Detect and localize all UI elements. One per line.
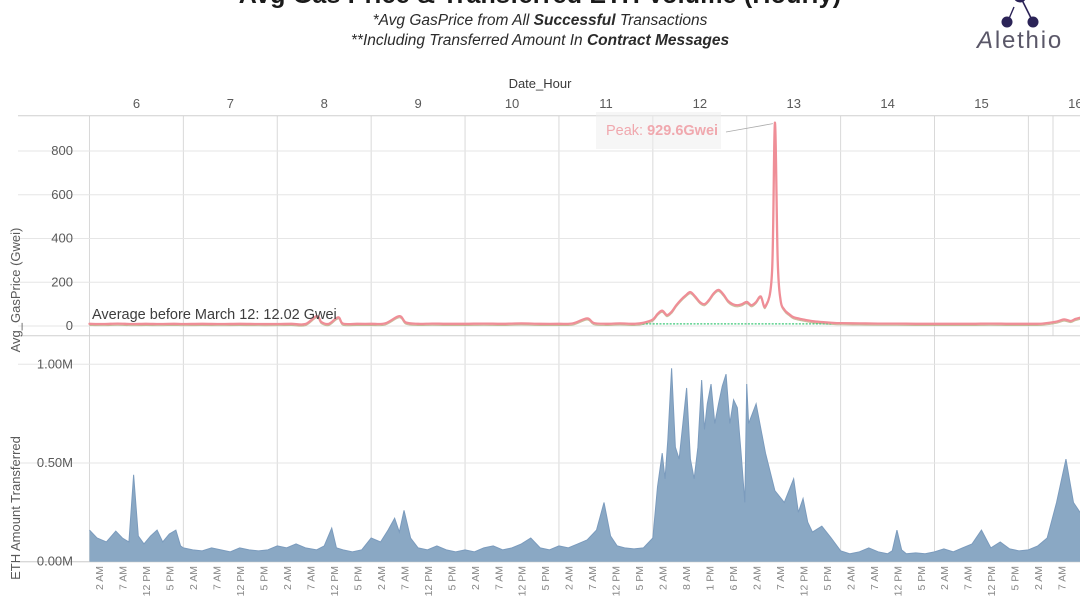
svg-text:5 PM: 5 PM (634, 566, 646, 591)
svg-text:2 AM: 2 AM (845, 566, 857, 590)
svg-text:6 PM: 6 PM (728, 566, 740, 591)
svg-text:1 PM: 1 PM (705, 566, 717, 591)
svg-text:2 AM: 2 AM (470, 566, 482, 590)
svg-text:12 PM: 12 PM (892, 566, 904, 596)
svg-text:5 PM: 5 PM (352, 566, 364, 591)
svg-text:1.00M: 1.00M (37, 356, 73, 371)
svg-text:11: 11 (599, 96, 613, 111)
svg-text:12 PM: 12 PM (986, 566, 998, 596)
svg-text:600: 600 (51, 187, 73, 202)
svg-text:12 PM: 12 PM (798, 566, 810, 596)
svg-text:12: 12 (693, 96, 707, 111)
svg-text:12 PM: 12 PM (141, 566, 153, 596)
svg-text:7 AM: 7 AM (963, 566, 975, 590)
svg-text:2 AM: 2 AM (376, 566, 388, 590)
svg-text:7 AM: 7 AM (869, 566, 881, 590)
svg-text:2 AM: 2 AM (188, 566, 200, 590)
svg-text:Avg_GasPrice (Gwei): Avg_GasPrice (Gwei) (8, 228, 23, 353)
svg-text:7 AM: 7 AM (399, 566, 411, 590)
svg-text:7 AM: 7 AM (493, 566, 505, 590)
svg-text:2 AM: 2 AM (658, 566, 670, 590)
svg-text:12 PM: 12 PM (329, 566, 341, 596)
svg-text:2 AM: 2 AM (752, 566, 764, 590)
svg-text:7 AM: 7 AM (306, 566, 318, 590)
svg-text:7: 7 (227, 96, 234, 111)
svg-text:Peak: 929.6Gwei: Peak: 929.6Gwei (606, 123, 718, 139)
svg-text:0.50M: 0.50M (37, 455, 73, 470)
svg-text:7 AM: 7 AM (212, 566, 224, 590)
svg-text:2 AM: 2 AM (1033, 566, 1045, 590)
svg-text:400: 400 (51, 231, 73, 246)
svg-text:7 AM: 7 AM (587, 566, 599, 590)
svg-text:10: 10 (505, 96, 519, 111)
svg-text:0: 0 (66, 318, 73, 333)
svg-text:800: 800 (51, 143, 73, 158)
svg-text:5 PM: 5 PM (446, 566, 458, 591)
svg-text:16: 16 (1068, 96, 1080, 111)
svg-text:5 PM: 5 PM (540, 566, 552, 591)
svg-text:12 PM: 12 PM (423, 566, 435, 596)
svg-text:Average before March 12: 12.02: Average before March 12: 12.02 Gwei (92, 307, 337, 323)
svg-text:7 AM: 7 AM (1057, 566, 1069, 590)
svg-text:2 AM: 2 AM (94, 566, 106, 590)
svg-text:2 AM: 2 AM (564, 566, 576, 590)
svg-text:7 AM: 7 AM (118, 566, 130, 590)
svg-text:14: 14 (880, 96, 894, 111)
svg-text:2 AM: 2 AM (282, 566, 294, 590)
svg-text:5 PM: 5 PM (822, 566, 834, 591)
svg-text:7 AM: 7 AM (775, 566, 787, 590)
svg-text:2 AM: 2 AM (939, 566, 951, 590)
svg-text:15: 15 (974, 96, 988, 111)
svg-text:200: 200 (51, 274, 73, 289)
svg-text:12 PM: 12 PM (235, 566, 247, 596)
svg-text:5 PM: 5 PM (916, 566, 928, 591)
svg-text:8 AM: 8 AM (681, 566, 693, 590)
svg-text:0.00M: 0.00M (37, 554, 73, 569)
svg-text:5 PM: 5 PM (259, 566, 271, 591)
svg-text:13: 13 (786, 96, 800, 111)
svg-text:8: 8 (321, 96, 328, 111)
svg-text:12 PM: 12 PM (517, 566, 529, 596)
svg-text:6: 6 (133, 96, 140, 111)
svg-text:5 PM: 5 PM (165, 566, 177, 591)
svg-text:ETH Amount Transferred: ETH Amount Transferred (8, 436, 23, 580)
svg-text:12 PM: 12 PM (611, 566, 623, 596)
svg-text:5 PM: 5 PM (1010, 566, 1022, 591)
svg-text:9: 9 (415, 96, 422, 111)
